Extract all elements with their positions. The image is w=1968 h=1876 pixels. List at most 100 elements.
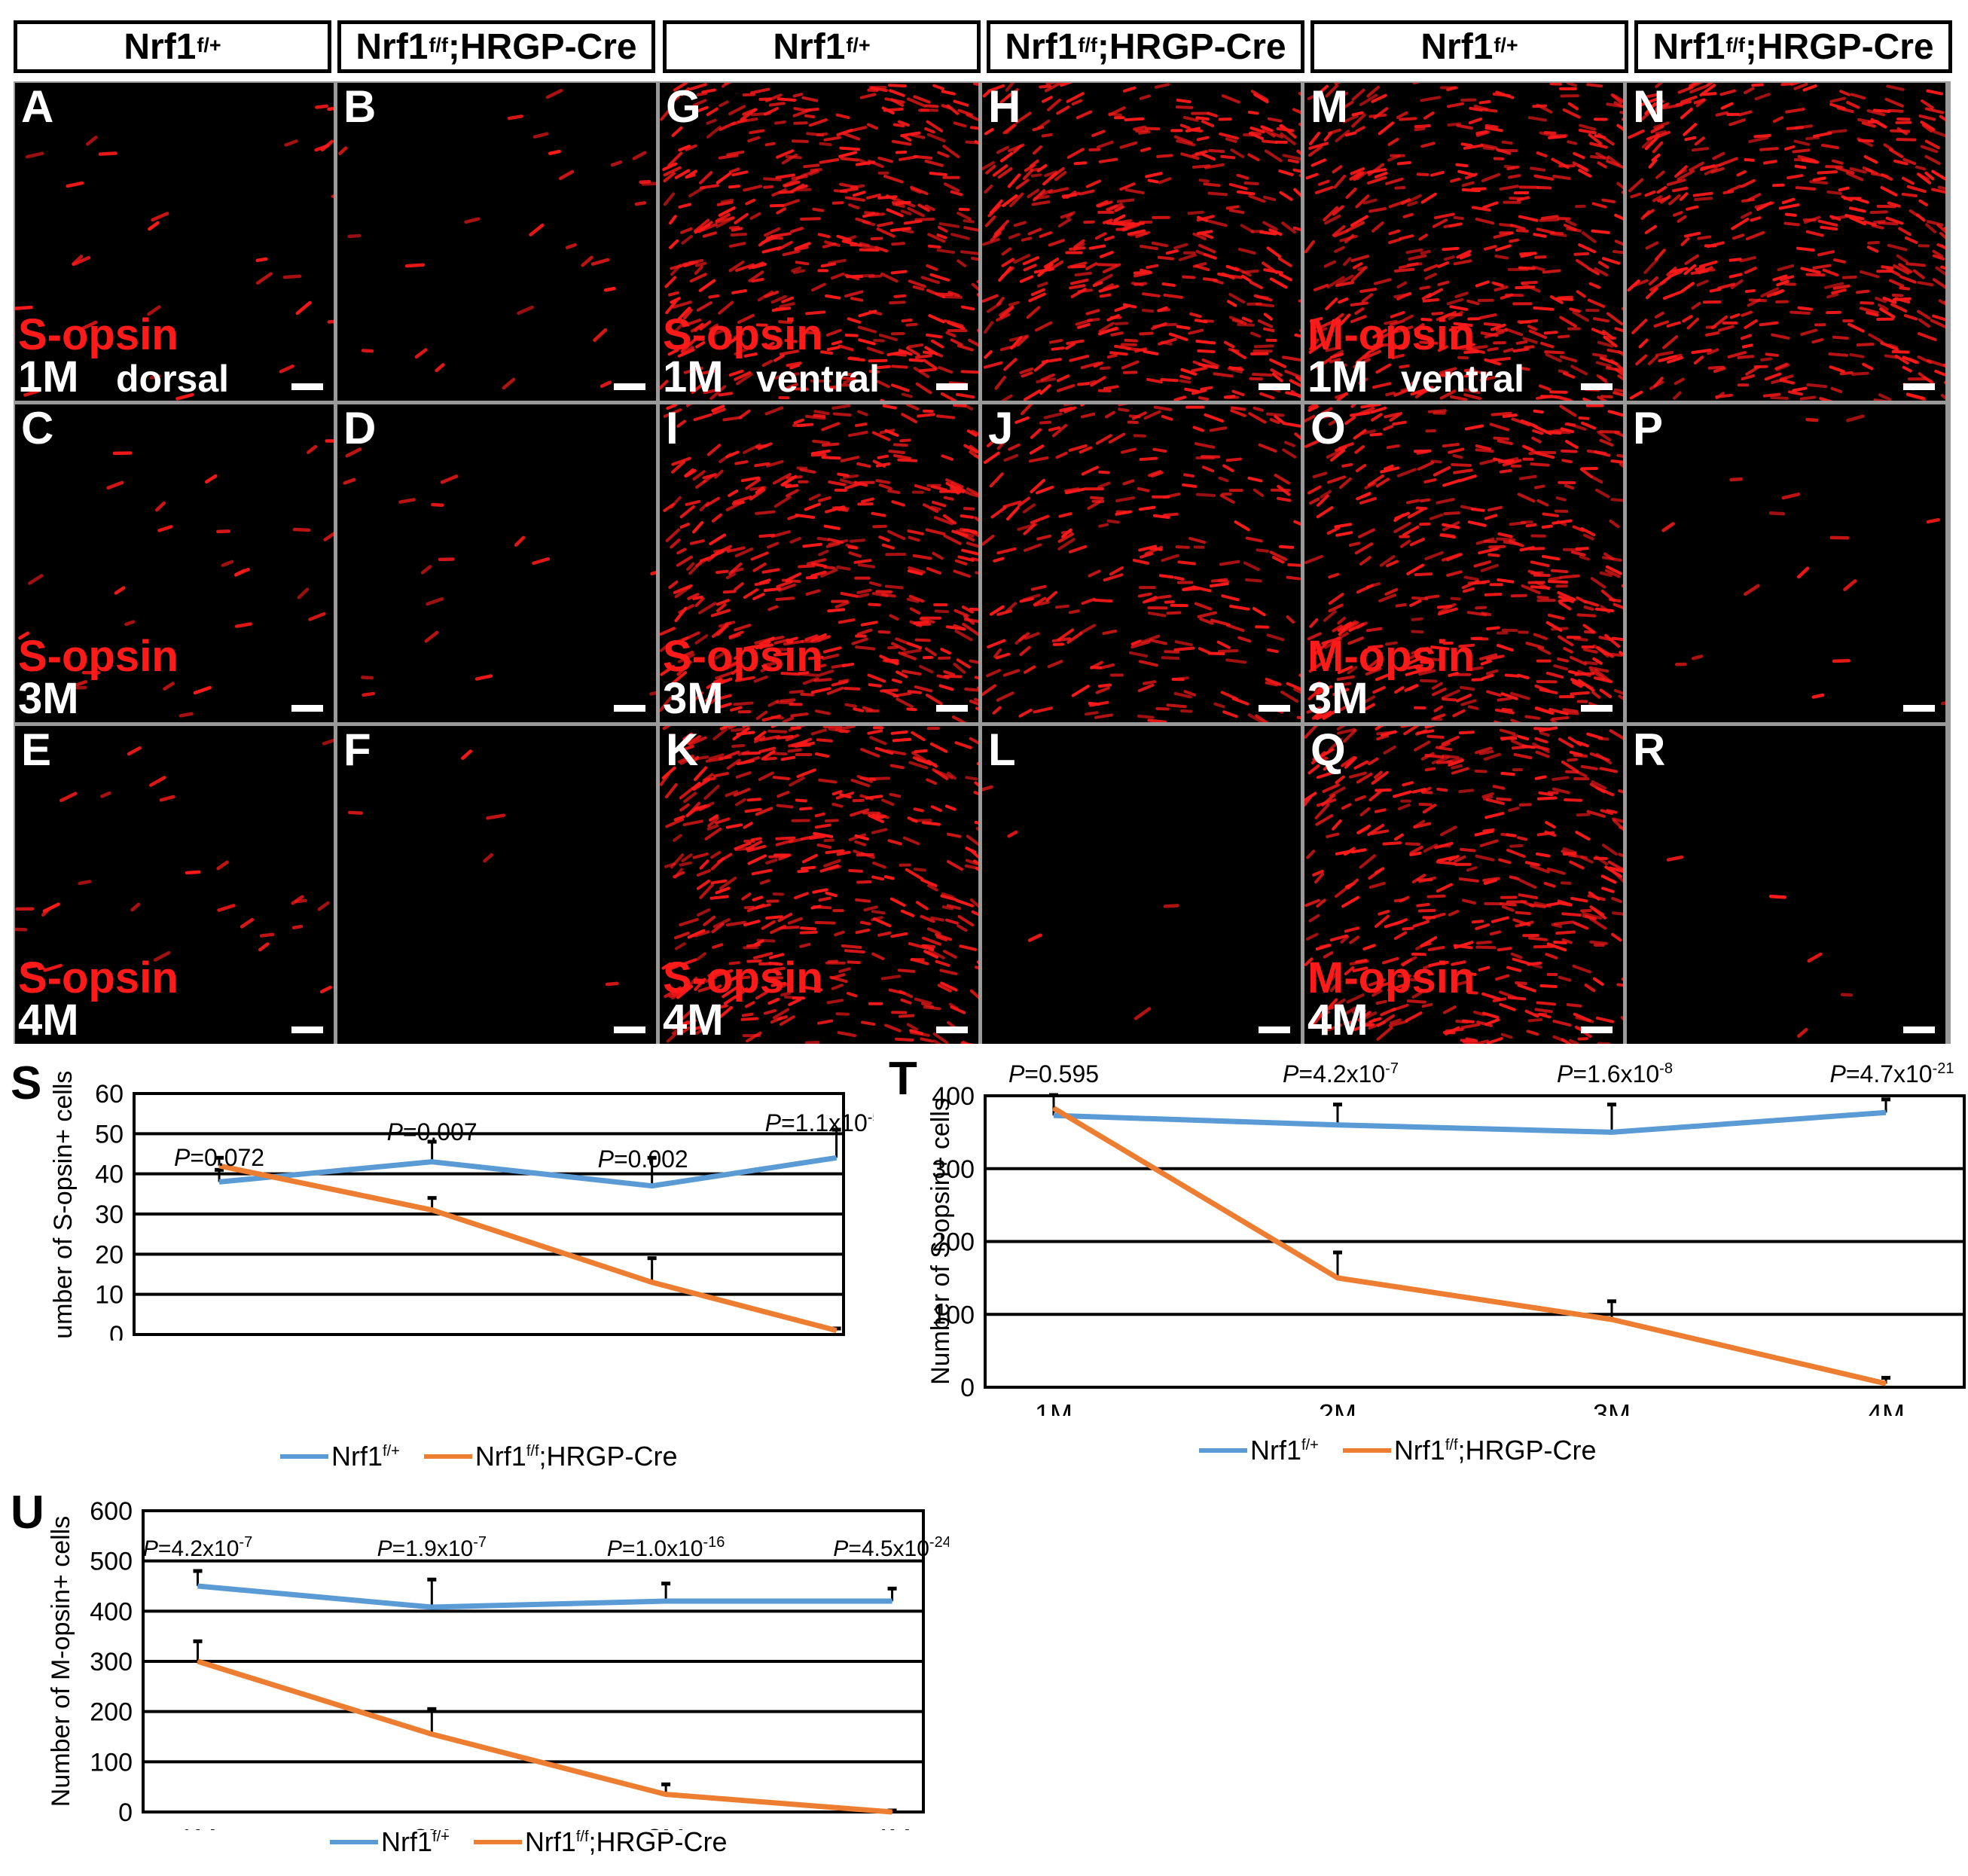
- age-label: 4M: [18, 996, 79, 1044]
- x-tick-label: 4M: [1867, 1399, 1905, 1416]
- header-gene: Nrf1: [1005, 26, 1078, 67]
- p-value-annotation: P=4.5x10-24: [833, 1534, 949, 1561]
- age-label: 4M: [663, 996, 724, 1044]
- age-label: 4M: [1307, 996, 1368, 1044]
- legend-label-ko: Nrf1f/f;HRGP-Cre: [1393, 1435, 1597, 1466]
- legend-u: Nrf1f/+ Nrf1f/f;HRGP-Cre: [330, 1826, 728, 1858]
- micrograph-panel-a: A S-opsin 1M dorsal: [15, 83, 334, 401]
- header-allele: f/f: [429, 33, 448, 56]
- scale-bar: [936, 705, 968, 712]
- column-header: Nrf1 f/f ;HRGP-Cre: [337, 20, 655, 73]
- x-tick-label: 4M: [874, 1823, 911, 1830]
- x-tick-label: 3M: [1593, 1399, 1631, 1416]
- y-tick-label: 10: [95, 1281, 124, 1310]
- p-value-annotation: P=4.2x10-7: [143, 1534, 252, 1561]
- scale-bar: [936, 383, 968, 390]
- scale-bar: [1581, 1026, 1613, 1033]
- column-header: Nrf1 f/+: [1310, 20, 1628, 73]
- micrograph-panel-p: P: [1627, 404, 1945, 722]
- scale-bar: [291, 705, 323, 712]
- data-point: [1611, 1319, 1613, 1321]
- series-line-knockout: [197, 1658, 892, 1815]
- scale-bar: [614, 705, 645, 712]
- data-point: [431, 1209, 433, 1211]
- chart-u: 0 100 200 300 400 500 600 1M 2M 3M 4M Number of M-o…: [47, 1497, 949, 1830]
- chart-letter-s: S: [11, 1057, 42, 1109]
- age-label: 1M: [18, 352, 79, 401]
- scale-bar: [1581, 705, 1613, 712]
- header-allele: f/f: [1725, 33, 1745, 56]
- y-tick-label: 500: [90, 1548, 133, 1576]
- legend-swatch-wt: [280, 1454, 328, 1459]
- stained-cells: [15, 738, 334, 993]
- x-tick-label: 2M: [1319, 1399, 1356, 1416]
- data-point: [1053, 1107, 1054, 1109]
- panel-letter: R: [1633, 726, 1666, 775]
- micrograph-grid: A S-opsin 1M dorsal B C S-opsin 3M D E S-opsin 4M F G…: [14, 81, 1951, 1044]
- data-point: [1885, 1112, 1887, 1114]
- panel-letter: I: [666, 404, 679, 453]
- stained-cells: [18, 439, 334, 718]
- data-point: [835, 1157, 838, 1159]
- data-point: [197, 1585, 199, 1587]
- scale-bar: [1259, 705, 1290, 712]
- y-tick-label: 400: [932, 1082, 975, 1111]
- micrograph-panel-k: K S-opsin 4M: [660, 726, 978, 1044]
- panel-letter: J: [988, 404, 1014, 453]
- data-point: [665, 1793, 667, 1795]
- data-point: [1611, 1131, 1613, 1133]
- p-value-annotation: P=0.002: [598, 1145, 688, 1173]
- header-gene: Nrf1: [355, 26, 429, 67]
- panel-letter: O: [1310, 404, 1346, 453]
- panel-letter: Q: [1310, 726, 1346, 775]
- data-point: [218, 1165, 221, 1167]
- stain-label: M-opsin: [1307, 632, 1475, 681]
- scale-bar: [1903, 705, 1935, 712]
- y-axis-label: Number of S-opsin+ cells: [926, 1098, 955, 1385]
- legend-label-ko: Nrf1f/f;HRGP-Cre: [474, 1441, 678, 1472]
- stained-cells: [1661, 414, 1945, 706]
- scale-bar: [291, 383, 323, 390]
- chart-letter-u: U: [11, 1487, 44, 1539]
- p-value-annotation: P=1.6x10-8: [1557, 1060, 1673, 1087]
- series-line-wildtype: [1053, 1109, 1887, 1135]
- stained-cells: [1627, 83, 1945, 401]
- header-allele: f/f: [1078, 33, 1097, 56]
- panel-letter: P: [1633, 404, 1664, 453]
- micrograph-panel-f: F: [337, 726, 656, 1044]
- legend-swatch-ko: [423, 1454, 472, 1459]
- data-point: [431, 1161, 433, 1163]
- stained-cells: [660, 404, 978, 722]
- column-header: Nrf1 f/+: [14, 20, 331, 73]
- panel-letter: M: [1310, 83, 1348, 132]
- header-gene: Nrf1: [773, 26, 846, 67]
- scale-bar: [291, 1026, 323, 1033]
- header-allele: f/+: [197, 33, 221, 56]
- age-label: 3M: [1307, 674, 1368, 722]
- column-header: Nrf1 f/f ;HRGP-Cre: [987, 20, 1304, 73]
- header-suffix: ;HRGP-Cre: [447, 26, 637, 67]
- stained-cells: [338, 89, 656, 390]
- micrograph-panel-r: R: [1627, 726, 1945, 1044]
- y-tick-label: 300: [90, 1648, 133, 1676]
- stained-cells: [1666, 855, 1854, 1038]
- data-point: [1885, 1383, 1887, 1385]
- micrograph-panel-m: M M-opsin 1M ventral: [1304, 83, 1623, 401]
- stained-cells: [660, 83, 978, 401]
- scale-bar: [1903, 383, 1935, 390]
- panel-letter: K: [666, 726, 699, 775]
- age-label: 1M: [663, 352, 724, 401]
- p-value-annotation: P=0.007: [387, 1118, 478, 1145]
- stained-cells: [982, 785, 1179, 1020]
- micrograph-panel-d: D: [337, 404, 656, 722]
- panel-letter: D: [343, 404, 377, 453]
- p-value-annotation: P=1.1x10-5: [765, 1109, 874, 1136]
- micrograph-panel-g: G S-opsin 1M ventral: [660, 83, 978, 401]
- scale-bar: [1581, 383, 1613, 390]
- header-allele: f/+: [846, 33, 871, 56]
- y-tick-label: 100: [90, 1748, 133, 1777]
- legend-t: Nrf1f/+ Nrf1f/f;HRGP-Cre: [1199, 1435, 1597, 1466]
- scale-bar: [1903, 1026, 1935, 1033]
- y-axis-label: Number of S-opsin+ cells: [49, 1071, 78, 1341]
- panel-letter: C: [21, 404, 54, 453]
